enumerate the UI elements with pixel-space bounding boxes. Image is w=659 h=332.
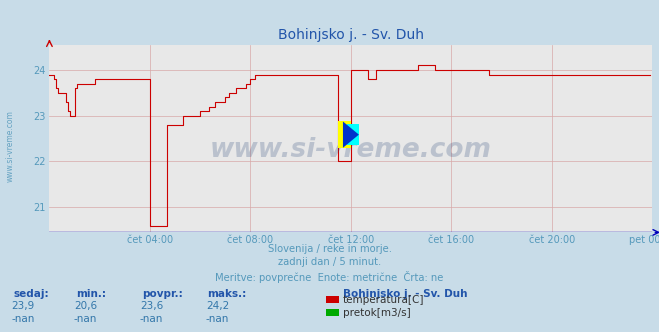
Text: -nan: -nan (206, 314, 229, 324)
Title: Bohinjsko j. - Sv. Duh: Bohinjsko j. - Sv. Duh (278, 28, 424, 42)
Text: 23,6: 23,6 (140, 301, 163, 311)
Text: maks.:: maks.: (208, 289, 247, 299)
Text: Slovenija / reke in morje.: Slovenija / reke in morje. (268, 244, 391, 254)
Text: -nan: -nan (74, 314, 98, 324)
Text: zadnji dan / 5 minut.: zadnji dan / 5 minut. (278, 257, 381, 267)
Text: -nan: -nan (11, 314, 35, 324)
Text: 23,9: 23,9 (11, 301, 35, 311)
Text: -nan: -nan (140, 314, 163, 324)
Text: www.si-vreme.com: www.si-vreme.com (210, 137, 492, 163)
Text: min.:: min.: (76, 289, 106, 299)
Polygon shape (343, 122, 359, 148)
Text: povpr.:: povpr.: (142, 289, 183, 299)
Text: 20,6: 20,6 (74, 301, 98, 311)
Text: Bohinjsko j. - Sv. Duh: Bohinjsko j. - Sv. Duh (343, 289, 467, 299)
Text: temperatura[C]: temperatura[C] (343, 295, 424, 305)
Text: 24,2: 24,2 (206, 301, 229, 311)
Text: sedaj:: sedaj: (13, 289, 49, 299)
Text: www.si-vreme.com: www.si-vreme.com (5, 110, 14, 182)
Text: pretok[m3/s]: pretok[m3/s] (343, 308, 411, 318)
Bar (337, 122, 351, 148)
Bar (347, 124, 359, 145)
Text: Meritve: povprečne  Enote: metrične  Črta: ne: Meritve: povprečne Enote: metrične Črta:… (215, 271, 444, 283)
